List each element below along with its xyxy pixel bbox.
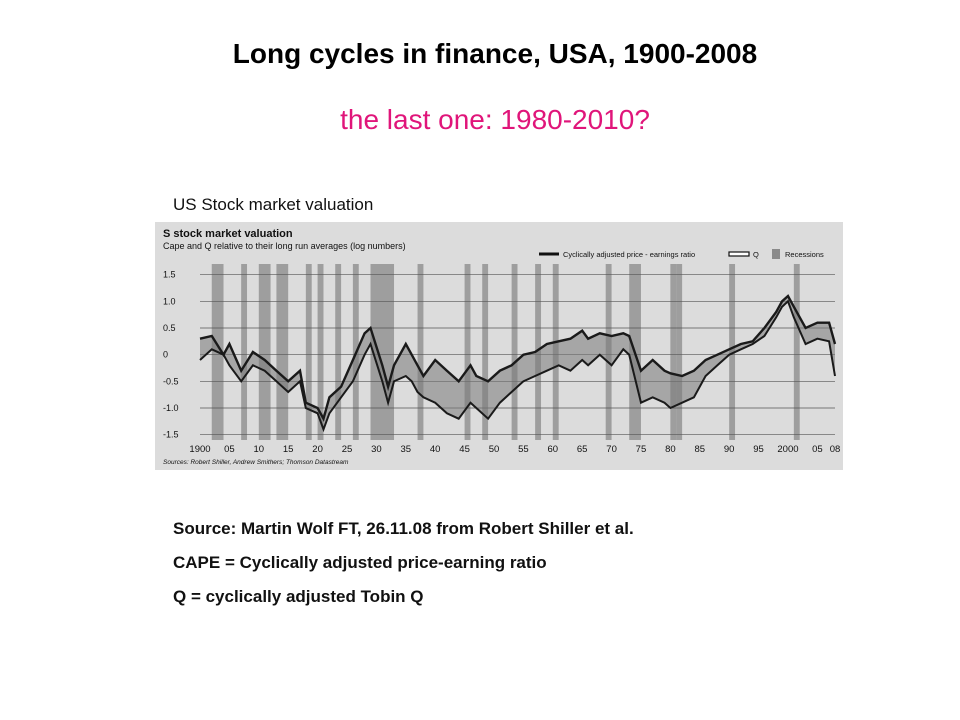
x-tick-label-1: 05 (224, 444, 235, 455)
x-tick-label-22: 08 (830, 444, 841, 455)
chart-source: Sources: Robert Shiller, Andrew Smithers… (163, 459, 349, 466)
recession-band-9 (417, 264, 424, 440)
recession-bands (211, 264, 800, 440)
y-tick-label-4: -0.5 (163, 376, 179, 386)
legend: Cyclically adjusted price - earnings rat… (539, 249, 824, 259)
y-tick-label-0: 1.5 (163, 270, 176, 280)
x-tick-label-5: 25 (342, 444, 353, 455)
series-line-cape (199, 294, 837, 422)
x-tick-label-4: 20 (312, 444, 323, 455)
y-tick-labels: 1.5 1.0 0.5 0 -0.5 -1.0 -1.5 (163, 270, 179, 440)
x-tick-label-8: 40 (430, 444, 441, 455)
x-tick-label-7: 35 (400, 444, 411, 455)
recession-band-4 (305, 264, 312, 440)
cape-definition: CAPE = Cyclically adjusted price-earning… (173, 553, 547, 572)
slide-title: Long cycles in finance, USA, 1900-2008 (232, 38, 758, 69)
x-tick-label-19: 95 (753, 444, 764, 455)
slide-subtitle: the last one: 1980-2010? (340, 104, 650, 135)
x-tick-label-15: 75 (636, 444, 647, 455)
q-definition: Q = cyclically adjusted Tobin Q (173, 587, 424, 606)
legend-label-cape: Cyclically adjusted price - earnings rat… (563, 250, 695, 259)
legend-swatch-q (728, 251, 750, 257)
x-tick-label-0: 1900 (189, 444, 210, 455)
source-note: Source: Martin Wolf FT, 26.11.08 from Ro… (173, 519, 634, 538)
x-tick-label-10: 50 (489, 444, 500, 455)
x-tick-label-3: 15 (283, 444, 294, 455)
recession-band-17 (670, 264, 677, 440)
chart-title: S stock market valuation (163, 228, 293, 240)
valuation-chart: 1.5 1.0 0.5 0 -0.5 -1.0 -1.5 1900 05 10 15 20 25 30 3… (163, 228, 840, 466)
chart-image: 1.5 1.0 0.5 0 -0.5 -1.0 -1.5 1900 05 10 15 20 25 30 3… (155, 222, 843, 470)
y-tick-label-6: -1.5 (163, 430, 179, 440)
legend-label-recessions: Recessions (785, 250, 824, 259)
x-tick-label-20: 2000 (777, 444, 798, 455)
x-tick-label-12: 60 (547, 444, 558, 455)
recession-band-11 (482, 264, 489, 440)
x-tick-label-14: 70 (606, 444, 617, 455)
recession-band-20 (793, 264, 800, 440)
chart-subtitle: Cape and Q relative to their long run av… (163, 241, 406, 251)
recession-band-6 (335, 264, 342, 440)
y-tick-label-1: 1.0 (163, 296, 176, 306)
x-tick-label-18: 90 (724, 444, 735, 455)
notes-block: Source: Martin Wolf FT, 26.11.08 from Ro… (173, 519, 634, 621)
recession-band-2 (258, 264, 271, 440)
x-tick-label-11: 55 (518, 444, 529, 455)
x-tick-label-21: 05 (812, 444, 823, 455)
x-tick-labels: 1900 05 10 15 20 25 30 35 40 45 50 55 60 65 70 75 80 85 90… (189, 444, 840, 455)
x-tick-label-2: 10 (254, 444, 265, 455)
x-tick-label-13: 65 (577, 444, 588, 455)
y-tick-label-2: 0.5 (163, 323, 176, 333)
y-tick-label-5: -1.0 (163, 403, 179, 413)
cape-q-gap-area (200, 296, 835, 430)
x-tick-label-17: 85 (694, 444, 705, 455)
legend-swatch-recessions (772, 249, 780, 259)
x-tick-label-9: 45 (459, 444, 470, 455)
recession-band-3 (276, 264, 289, 440)
recession-band-18 (676, 264, 683, 440)
x-tick-label-6: 30 (371, 444, 382, 455)
recession-band-10 (464, 264, 471, 440)
x-tick-label-16: 80 (665, 444, 676, 455)
y-tick-label-3: 0 (163, 350, 168, 360)
recession-band-1 (241, 264, 248, 440)
chart-caption: US Stock market valuation (173, 195, 374, 214)
series-line-q (199, 299, 836, 433)
recession-band-12 (511, 264, 518, 440)
recession-band-5 (317, 264, 324, 440)
legend-label-q: Q (753, 250, 759, 259)
